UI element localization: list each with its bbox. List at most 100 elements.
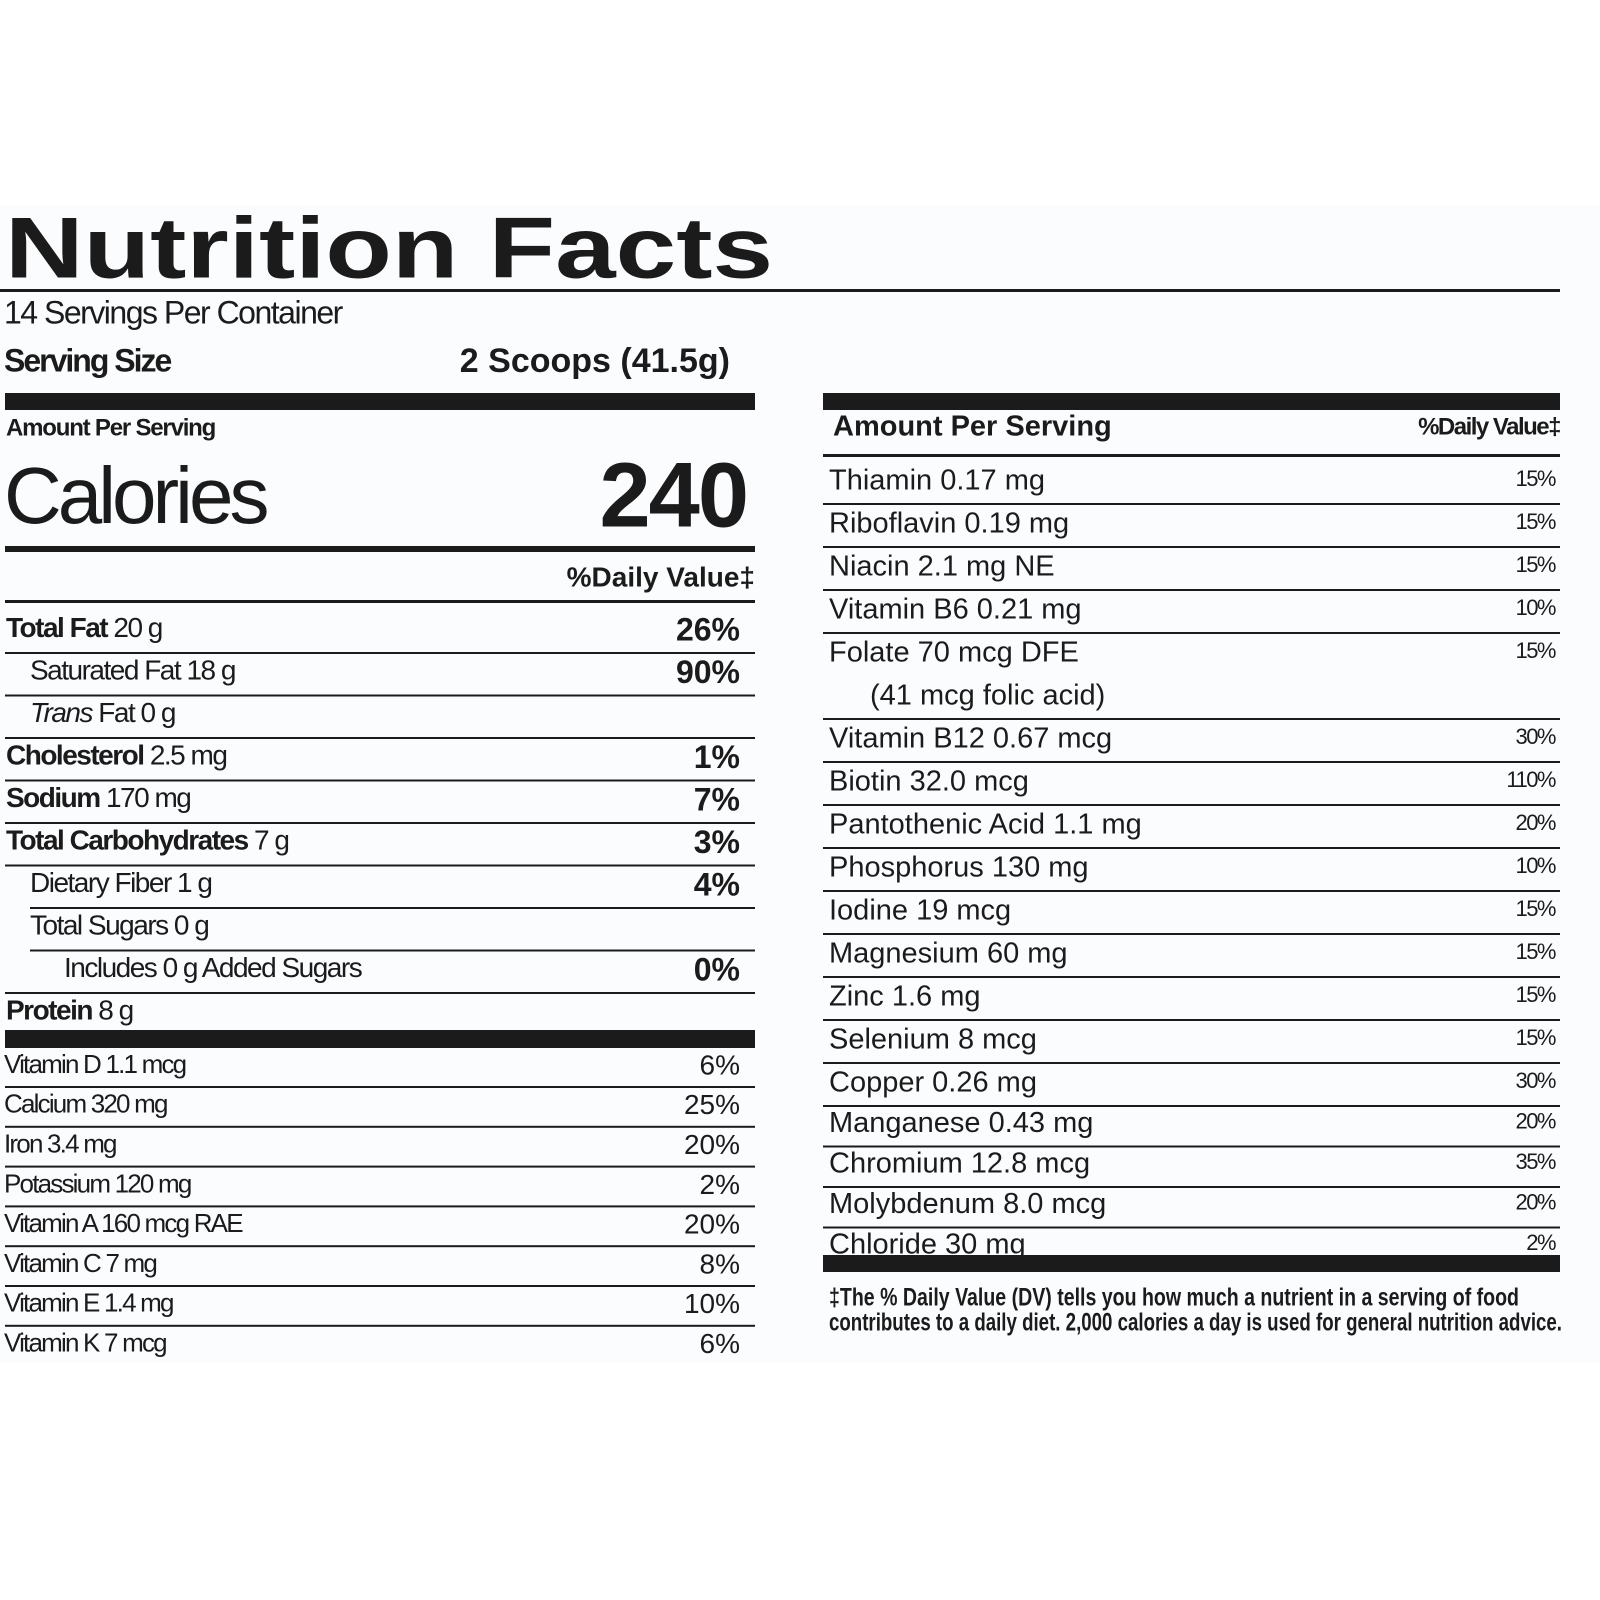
vitamin-label: Potassium 120 mg	[4, 1168, 191, 1198]
rule	[823, 546, 1560, 548]
row-label: Magnesium 60 mg	[829, 938, 1068, 970]
rule	[823, 976, 1560, 978]
rule	[5, 1285, 755, 1287]
row-label: Zinc 1.6 mg	[829, 981, 981, 1013]
right-header: Amount Per Serving	[833, 411, 1112, 443]
rule	[823, 1186, 1560, 1188]
serving-size-label: Serving Size	[4, 342, 172, 378]
row-dv: 10%	[1515, 595, 1555, 620]
row-dv: 2%	[1526, 1230, 1556, 1255]
footnote: contributes to a daily diet. 2,000 calor…	[829, 1309, 1562, 1337]
vitamin-dv: 10%	[684, 1288, 740, 1319]
rule	[5, 822, 755, 824]
daily-value-header: %Daily Value‡	[567, 561, 755, 592]
row-dv: 15%	[1515, 638, 1555, 663]
row-note: (41 mcg folic acid)	[870, 680, 1105, 712]
nutrient: Trans Fat 0 g	[30, 697, 175, 728]
rule	[823, 804, 1560, 806]
nutrient-amount: 0 g	[141, 697, 175, 728]
nutrient-dv: 1%	[694, 739, 740, 775]
nutrient-dv: 7%	[694, 781, 740, 817]
vitamin-dv: 2%	[700, 1169, 740, 1200]
nutrient-name: Dietary Fiber	[30, 867, 172, 898]
nutrient: Total Fat 20 g	[6, 612, 162, 643]
rule	[5, 1125, 755, 1128]
nutrient-dv: 4%	[694, 866, 740, 902]
nutrient-amount: 8 g	[98, 995, 132, 1026]
row-label: Niacin 2.1 mg NE	[829, 551, 1055, 583]
rule	[823, 847, 1560, 849]
vitamin-label: Vitamin C 7 mg	[4, 1248, 156, 1278]
row-dv: 15%	[1515, 939, 1555, 964]
rule	[5, 1245, 755, 1248]
row-label: Pantothenic Acid 1.1 mg	[829, 809, 1142, 841]
nutrient-amount: 170 mg	[106, 782, 190, 813]
nutrient-dv: 3%	[694, 824, 740, 860]
nutrient-amount: 18 g	[186, 655, 235, 686]
nutrient-dv: 0%	[694, 951, 740, 987]
label-background	[0, 205, 1600, 1363]
footnote: ‡The % Daily Value (DV) tells you how mu…	[829, 1284, 1519, 1312]
row-label: Vitamin B6 0.21 mg	[829, 594, 1082, 626]
row-label: Iodine 19 mcg	[829, 895, 1011, 927]
row-dv: 30%	[1515, 724, 1555, 749]
row-dv: 110%	[1506, 767, 1556, 792]
row-dv: 35%	[1515, 1149, 1555, 1174]
row-dv: 15%	[1515, 552, 1555, 577]
nutrient-amount: 0 g	[174, 910, 208, 941]
vitamin-label: Vitamin A 160 mcg RAE	[4, 1208, 243, 1238]
rule	[5, 737, 755, 739]
rule	[823, 718, 1560, 720]
nutrient: Protein 8 g	[6, 995, 133, 1026]
title: Nutrition Facts	[5, 201, 773, 297]
rule	[5, 992, 755, 994]
thick-rule	[823, 1255, 1560, 1272]
amount-per-serving: Amount Per Serving	[6, 414, 216, 441]
nutrient-name: Cholesterol	[6, 740, 144, 771]
vitamin-dv: 8%	[700, 1248, 740, 1279]
vitamin-label: Calcium 320 mg	[4, 1089, 167, 1119]
calories-value: 240	[600, 444, 748, 546]
vitamin-dv: 25%	[684, 1089, 740, 1120]
nutrient: Total Carbohydrates 7 g	[6, 825, 288, 856]
rule	[5, 600, 755, 603]
rule	[5, 779, 755, 782]
servings: 14 Servings Per Container	[4, 294, 344, 330]
row-label: Copper 0.26 mg	[829, 1067, 1037, 1099]
rule	[823, 1226, 1560, 1229]
nutrient-amount: 2.5 mg	[150, 740, 227, 771]
rule	[823, 503, 1560, 505]
rule	[823, 1105, 1560, 1107]
row-label: Vitamin B12 0.67 mcg	[829, 723, 1112, 755]
rule	[5, 1165, 755, 1168]
row-dv: 15%	[1515, 1025, 1555, 1050]
nutrient-name: Protein	[6, 995, 92, 1026]
row-label: Molybdenum 8.0 mcg	[829, 1188, 1106, 1220]
nutrient-name: Total Sugars	[30, 910, 168, 941]
thick-rule	[5, 393, 755, 410]
rule	[823, 589, 1560, 591]
rule	[823, 632, 1560, 634]
vitamin-dv: 20%	[684, 1209, 740, 1240]
vitamin-label: Vitamin D 1.1 mcg	[4, 1049, 186, 1079]
calories-label: Calories	[4, 451, 267, 540]
nutrient: Includes 0 g Added Sugars	[64, 952, 362, 983]
rule	[0, 289, 1560, 292]
vitamin-label: Vitamin K 7 mcg	[4, 1327, 166, 1357]
rule	[823, 1062, 1560, 1064]
row-label: Chloride 30 mg	[829, 1229, 1026, 1261]
nutrient-amount: 20 g	[113, 612, 162, 643]
row-dv: 15%	[1515, 509, 1555, 534]
row-label: Folate 70 mcg DFE	[829, 637, 1079, 669]
nutrient-name: Total Fat	[6, 612, 108, 643]
row-label: Biotin 32.0 mcg	[829, 766, 1029, 798]
row-dv: 20%	[1515, 1189, 1555, 1214]
nutrient: Cholesterol 2.5 mg	[6, 740, 226, 771]
serving-size-value: 2 Scoops (41.5g)	[460, 342, 730, 380]
row-dv: 20%	[1515, 810, 1555, 835]
vitamin-label: Vitamin E 1.4 mg	[4, 1288, 173, 1318]
nutrient-name: Fat	[98, 697, 136, 728]
row-dv: 10%	[1515, 853, 1555, 878]
